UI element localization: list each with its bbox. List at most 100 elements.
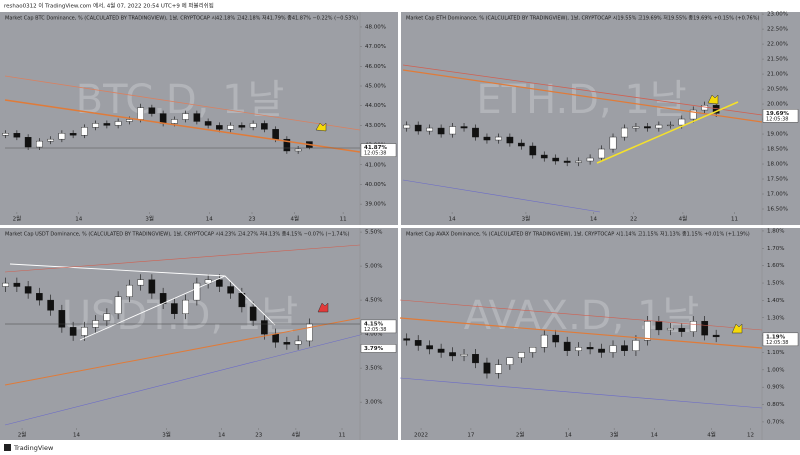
x-tick-label: 11 xyxy=(339,433,346,439)
y-tick-label: 16.50% xyxy=(767,207,788,213)
chart-title: Market Cap AVAX Dominance, % (CALCULATED… xyxy=(406,231,750,238)
candle-body xyxy=(58,133,66,140)
y-tick-label: 4.00% xyxy=(365,332,382,338)
candle-body xyxy=(644,321,651,341)
candle-body xyxy=(563,341,571,351)
candle-body xyxy=(598,148,605,159)
y-tick-label: 17.50% xyxy=(767,177,788,183)
candle-body xyxy=(586,157,594,162)
y-tick-label: 4.50% xyxy=(365,298,382,304)
x-tick-label: 4월 xyxy=(679,215,688,223)
candle-body xyxy=(666,124,674,127)
candle-body xyxy=(506,357,514,365)
candle-body xyxy=(249,306,257,321)
candle-body xyxy=(460,126,468,129)
y-tick-label: 1.50% xyxy=(767,281,784,287)
candle-body xyxy=(678,118,686,126)
candle-body xyxy=(460,354,468,357)
candle-body xyxy=(137,279,144,286)
candle-body xyxy=(47,138,54,142)
y-tick-label: 1.60% xyxy=(767,263,784,269)
x-tick-label: 2월 xyxy=(18,431,27,439)
candle-body xyxy=(609,345,617,353)
candle-body xyxy=(103,313,111,321)
y-tick-label: 1.00% xyxy=(767,367,784,373)
candle-body xyxy=(103,123,111,126)
trend-line xyxy=(4,75,361,131)
x-tick-label: 17 xyxy=(467,433,474,439)
trend-line xyxy=(4,244,361,273)
y-tick-label: 18.50% xyxy=(767,147,788,153)
candle-body xyxy=(2,282,9,287)
candle-body xyxy=(182,299,189,314)
x-tick-label: 23 xyxy=(249,217,256,223)
candle-body xyxy=(529,145,537,156)
trend-line xyxy=(399,317,763,349)
candle-body xyxy=(272,129,279,140)
candle-body xyxy=(294,340,302,345)
x-tick-label: 3월 xyxy=(610,431,619,439)
candle-body xyxy=(272,333,279,343)
trend-line xyxy=(4,317,361,386)
candle-body xyxy=(193,113,201,122)
y-tick-label: 5.00% xyxy=(365,264,382,270)
y-tick-label: 0.70% xyxy=(767,419,784,425)
watermark: BTC.D, 1날 xyxy=(76,77,285,123)
candle-body xyxy=(171,303,178,314)
candle-body xyxy=(92,123,99,128)
hand-icon xyxy=(315,122,327,132)
y-tick-label: 19.00% xyxy=(767,132,788,138)
y-tick-label: 3.00% xyxy=(365,400,382,406)
candle-body xyxy=(69,133,77,136)
candle-body xyxy=(36,140,43,148)
candle-body xyxy=(2,133,9,136)
candle-body xyxy=(644,126,651,129)
y-tick-label: 3.50% xyxy=(365,366,382,372)
y-tick-label: 44.00% xyxy=(365,103,386,109)
candle-body xyxy=(81,327,88,336)
price-tag-time: 12:05:38 xyxy=(364,327,386,333)
candle-body xyxy=(159,113,167,124)
panel-background xyxy=(401,12,800,225)
candle-body xyxy=(426,345,434,350)
y-tick-label: 41.00% xyxy=(365,162,386,168)
candle-body xyxy=(69,327,77,336)
trend-line xyxy=(4,334,361,426)
candle-body xyxy=(227,125,234,130)
candle-body xyxy=(171,119,178,124)
y-tick-label: 22.50% xyxy=(767,27,788,33)
candle-body xyxy=(552,157,560,162)
candle-body xyxy=(261,320,268,335)
hand-icon xyxy=(707,94,719,105)
watermark: USDT.D, 1날 xyxy=(62,293,298,339)
x-tick-label: 23 xyxy=(255,433,262,439)
candle-body xyxy=(483,136,491,141)
candle-body xyxy=(24,136,32,148)
candle-body xyxy=(678,327,686,332)
trend-line xyxy=(402,179,601,213)
hand-icon xyxy=(317,302,329,313)
x-tick-label: 2월 xyxy=(13,215,22,223)
price-tag xyxy=(762,332,799,347)
candle-body xyxy=(598,348,605,353)
x-tick-label: 14 xyxy=(651,433,658,439)
candle-body xyxy=(472,127,479,138)
candle-body xyxy=(148,107,156,114)
candle-body xyxy=(137,107,144,120)
price-tag-label: 1.19% xyxy=(766,334,786,340)
price-tag-label: 41.87% xyxy=(364,145,387,151)
candle-body xyxy=(621,345,628,351)
price-tag xyxy=(360,344,397,353)
candle-body xyxy=(283,342,291,345)
price-tag-label: 4.15% xyxy=(364,321,384,327)
annotations xyxy=(4,64,763,426)
trend-line xyxy=(402,64,763,116)
price-tag xyxy=(762,109,799,123)
y-tick-label: 0.90% xyxy=(767,385,784,391)
candle-body xyxy=(689,109,697,120)
publish-note: reshao0312 이 TradingView.com 에서, 4월 07, … xyxy=(4,2,214,10)
panel-background xyxy=(0,228,398,440)
candle-body xyxy=(575,160,582,163)
chart-title: Market Cap ETH Dominance, % (CALCULATED … xyxy=(406,15,759,22)
